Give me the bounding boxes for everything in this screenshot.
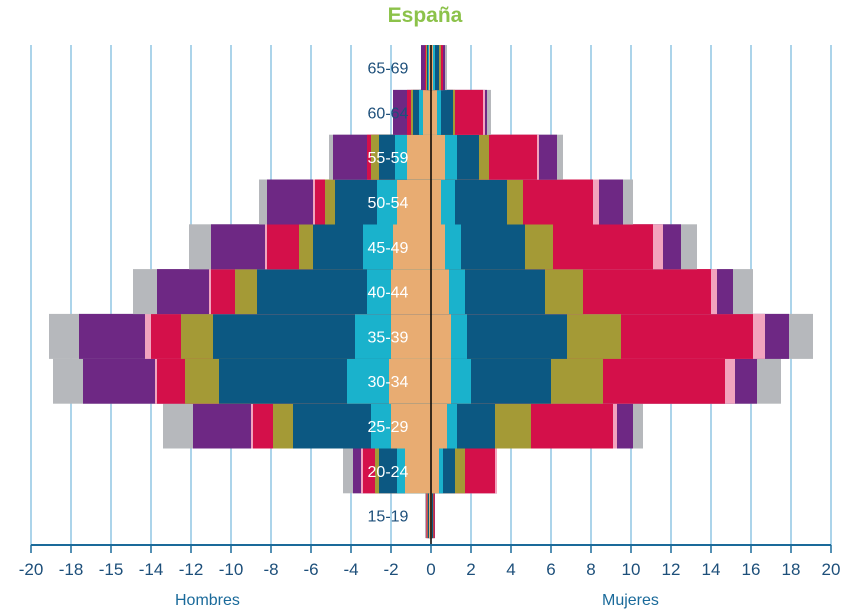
x-axis: -20 -18 -15 -14 -12 -10 -8 -6 -4 -2 0 2 4 6 8 10 12 14 16 1… <box>19 544 841 579</box>
x-tick-label: -20 <box>19 560 44 579</box>
bar-male-25-29 <box>391 403 431 449</box>
age-label: 30-34 <box>368 374 409 391</box>
bar-male-30-34 <box>389 358 431 404</box>
bar-male-35-39 <box>391 313 431 359</box>
x-tick-label: -2 <box>383 560 398 579</box>
x-tick-label: -10 <box>219 560 244 579</box>
x-tick-label: 20 <box>822 560 841 579</box>
bar-female-25-29 <box>431 403 447 449</box>
age-label: 35-39 <box>368 329 409 346</box>
bar-female-50-54 <box>431 179 441 225</box>
bar-female-40-44 <box>431 269 449 315</box>
x-tick-label: 6 <box>546 560 555 579</box>
age-label: 50-54 <box>368 195 409 212</box>
age-label: 25-29 <box>368 419 409 436</box>
bar-female-65-69 <box>431 45 433 91</box>
x-tick-label: -4 <box>343 560 358 579</box>
x-tick-label: 4 <box>506 560 515 579</box>
x-tick-label: -15 <box>99 560 124 579</box>
bar-female-35-39 <box>431 313 451 359</box>
x-axis-right-label: Mujeres <box>602 592 659 609</box>
x-tick-label: 14 <box>702 560 721 579</box>
chart-title: España <box>387 4 463 27</box>
age-label: 45-49 <box>368 240 409 257</box>
age-label: 55-59 <box>368 150 409 167</box>
age-label: 40-44 <box>368 285 409 302</box>
age-label: 65-69 <box>368 61 409 78</box>
bar-male-20-24 <box>405 448 431 494</box>
bars-group <box>49 45 813 539</box>
x-tick-label: 12 <box>662 560 681 579</box>
x-tick-label: -6 <box>303 560 318 579</box>
age-labels: 15-19 20-24 25-29 30-34 35-39 40-44 45-49 50-54… <box>368 61 409 526</box>
x-tick-label: 10 <box>622 560 641 579</box>
x-axis-left-label: Hombres <box>175 592 240 609</box>
x-tick-label: 8 <box>586 560 595 579</box>
bar-female-45-49 <box>431 224 445 270</box>
x-tick-label: -12 <box>179 560 204 579</box>
bar-male-50-54 <box>397 179 431 225</box>
bar-female-30-34 <box>431 358 451 404</box>
x-tick-label: -8 <box>263 560 278 579</box>
age-label: 15-19 <box>368 509 409 526</box>
age-label: 60-64 <box>368 105 409 122</box>
bar-female-60-64 <box>431 89 437 135</box>
x-tick-label: 0 <box>426 560 435 579</box>
x-tick-label: 18 <box>782 560 801 579</box>
bar-male-40-44 <box>391 269 431 315</box>
bar-female-20-24 <box>431 448 439 494</box>
x-tick-label: -14 <box>139 560 164 579</box>
bar-male-65-69 <box>429 45 431 91</box>
age-label: 20-24 <box>368 464 409 481</box>
x-tick-label: 2 <box>466 560 475 579</box>
bar-male-55-59 <box>407 134 431 180</box>
x-tick-label: 16 <box>742 560 761 579</box>
bar-male-45-49 <box>393 224 431 270</box>
bar-female-55-59 <box>431 134 445 180</box>
x-tick-label: -18 <box>59 560 84 579</box>
bar-male-15-19 <box>429 493 431 539</box>
bar-male-60-64 <box>423 89 431 135</box>
